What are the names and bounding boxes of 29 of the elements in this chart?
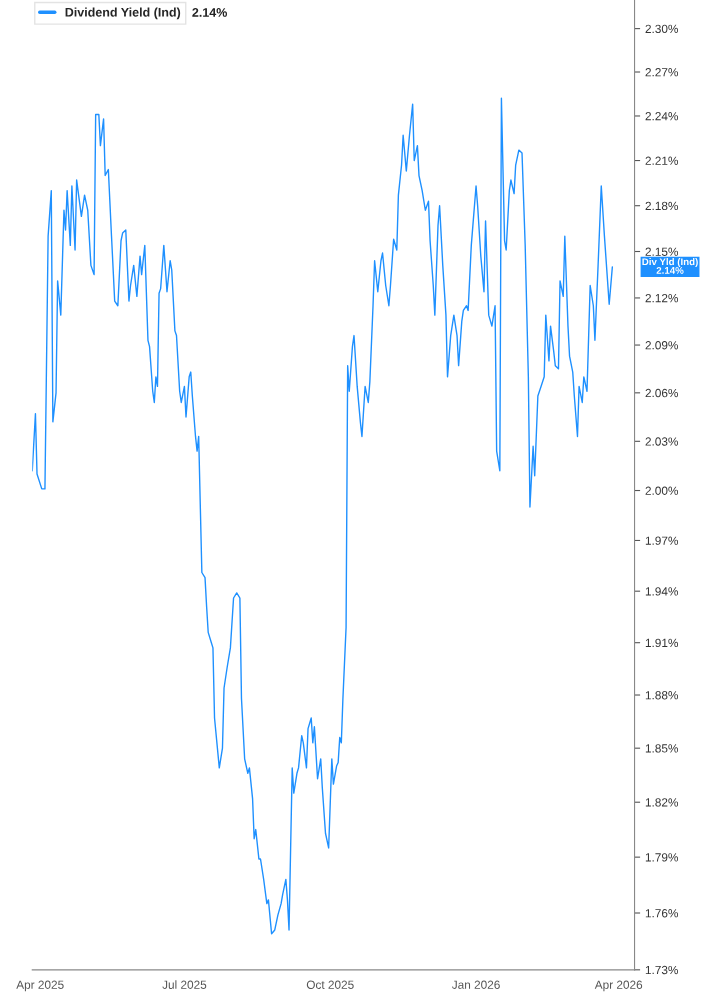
line-series: [32, 97, 614, 935]
y-tick-label: 1.82%: [645, 798, 679, 807]
y-tick-label: 2.09%: [645, 341, 679, 350]
y-tick-label: 2.15%: [645, 247, 679, 256]
x-tick-label: Jan 2026: [451, 980, 500, 989]
y-tick-label: 2.27%: [645, 68, 679, 77]
text: Div Yld (Ind) 2.14%: [642, 258, 698, 274]
y-tick-label: 2.24%: [645, 112, 679, 121]
y-tick-label: 1.97%: [645, 536, 679, 545]
y-tick-label: 2.12%: [645, 293, 679, 303]
y-tick-label: 1.85%: [645, 744, 679, 753]
y-tick-label: 2.06%: [645, 388, 679, 398]
legend-label: Dividend Yield (Ind): [65, 7, 181, 20]
y-tick-label: 2.30%: [645, 24, 679, 34]
y-tick-label: 2.03%: [645, 437, 679, 446]
y-tick-label: 2.00%: [645, 486, 679, 495]
y-tick-label: 1.73%: [645, 965, 679, 975]
x-tick-label: Oct 2025: [306, 980, 354, 989]
y-tick-label: 1.91%: [645, 638, 679, 648]
annotation: 2.14%: [192, 8, 227, 17]
y-tick-label: 2.18%: [645, 201, 679, 211]
y-tick-label: 2.21%: [645, 156, 679, 165]
y-tick-label: 1.94%: [645, 587, 679, 596]
x-tick-label: Jul 2025: [162, 980, 207, 989]
x-tick-label: Apr 2026: [594, 980, 643, 992]
y-tick-label: 1.76%: [645, 909, 679, 918]
x-tick-label: Apr 2025: [16, 980, 64, 992]
y-tick-label: 1.88%: [645, 691, 679, 700]
y-tick-label: 1.79%: [645, 853, 679, 862]
